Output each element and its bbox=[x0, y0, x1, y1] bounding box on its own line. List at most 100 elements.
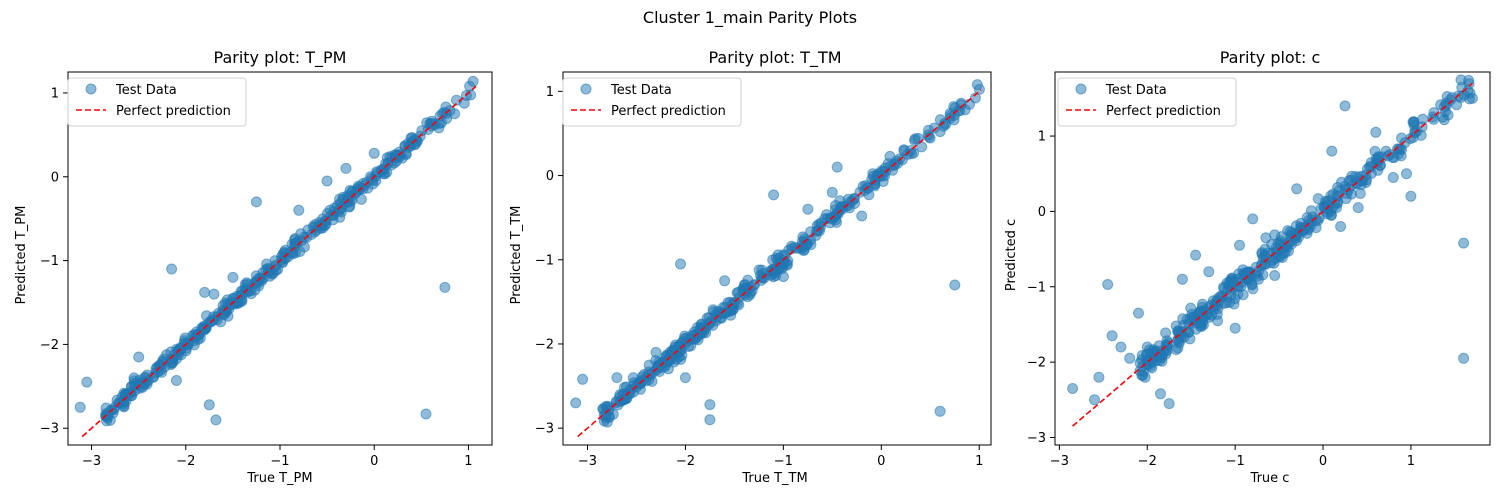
y-tick-label: 0 bbox=[546, 169, 554, 184]
data-point bbox=[599, 409, 611, 421]
data-point bbox=[1372, 152, 1384, 164]
data-point bbox=[1173, 335, 1185, 347]
data-point bbox=[1438, 114, 1450, 126]
data-point bbox=[1305, 205, 1317, 217]
data-point-outlier bbox=[81, 376, 93, 388]
data-point-outlier bbox=[1115, 341, 1127, 353]
x-tick-label: −3 bbox=[578, 454, 597, 469]
data-point-outlier bbox=[439, 281, 451, 293]
x-tick-label: −2 bbox=[176, 454, 195, 469]
y-tick-label: −2 bbox=[1027, 356, 1046, 371]
data-point bbox=[948, 101, 960, 113]
legend-label-test-data: Test Data bbox=[610, 83, 672, 98]
data-point-outlier bbox=[210, 414, 222, 426]
data-point bbox=[1409, 125, 1421, 137]
data-point-outlier bbox=[949, 279, 961, 291]
data-point-outlier bbox=[802, 203, 814, 215]
data-point-outlier bbox=[227, 271, 239, 283]
data-point-outlier bbox=[1203, 266, 1215, 278]
data-point-outlier bbox=[293, 204, 305, 216]
legend: Test Data Perfect prediction bbox=[67, 77, 247, 127]
data-point-outlier bbox=[719, 275, 731, 287]
data-point bbox=[357, 178, 369, 189]
data-point bbox=[434, 110, 446, 122]
data-point-outlier bbox=[340, 162, 352, 174]
data-point-outlier bbox=[199, 286, 211, 298]
perfect-prediction-line bbox=[577, 89, 982, 438]
data-point-outlier bbox=[611, 372, 623, 384]
data-point bbox=[198, 324, 210, 336]
data-point-outlier bbox=[1247, 213, 1259, 225]
data-point-outlier bbox=[1093, 371, 1105, 383]
data-point-outlier bbox=[1190, 249, 1202, 261]
data-point-outlier bbox=[1466, 92, 1478, 104]
x-tick-label: −3 bbox=[1050, 454, 1069, 469]
data-point-outlier bbox=[208, 288, 220, 300]
data-point-outlier bbox=[1339, 100, 1351, 112]
data-point-outlier bbox=[1141, 341, 1153, 353]
data-point-outlier bbox=[1229, 322, 1241, 334]
plot-area: −3 −2 −1 0 1 −3 −2 −1 0 1 bbox=[1027, 71, 1491, 469]
data-point bbox=[1253, 273, 1264, 285]
data-point-outlier bbox=[650, 346, 662, 358]
y-axis-label: Predicted c bbox=[1004, 219, 1019, 291]
x-axis-label: True c bbox=[1250, 471, 1290, 486]
data-point-outlier bbox=[1234, 239, 1245, 251]
y-tick-label: 0 bbox=[1038, 205, 1046, 220]
data-point bbox=[1141, 355, 1153, 367]
y-tick-label: −2 bbox=[40, 338, 59, 353]
panel-t-tm: Parity plot: T_TM True T_TM Predicted T_… bbox=[509, 48, 992, 486]
x-tick-label: −1 bbox=[774, 454, 793, 469]
y-tick-label: 1 bbox=[546, 85, 554, 100]
y-tick-label: −3 bbox=[40, 422, 59, 437]
data-point bbox=[1190, 323, 1202, 335]
data-point bbox=[1136, 369, 1148, 381]
y-tick-label: −3 bbox=[1027, 431, 1046, 446]
legend-label-test-data: Test Data bbox=[115, 83, 177, 98]
data-point bbox=[1218, 283, 1230, 294]
data-point-outlier bbox=[1155, 388, 1166, 400]
data-point-outlier bbox=[1124, 352, 1136, 364]
panel-title: Parity plot: c bbox=[1220, 48, 1321, 67]
data-point-outlier bbox=[128, 372, 140, 384]
data-point bbox=[1408, 116, 1420, 128]
data-point-outlier bbox=[203, 399, 215, 411]
data-point bbox=[707, 304, 719, 316]
data-point-outlier bbox=[368, 147, 380, 159]
data-point-outlier bbox=[826, 186, 838, 198]
data-point bbox=[1276, 231, 1287, 243]
data-point-outlier bbox=[166, 263, 178, 275]
data-point-outlier bbox=[1458, 237, 1470, 249]
figure-suptitle: Cluster 1_main Parity Plots bbox=[643, 8, 857, 28]
data-point-outlier bbox=[1163, 398, 1175, 410]
x-tick-label: −1 bbox=[270, 454, 289, 469]
data-point bbox=[842, 193, 854, 205]
legend-scatter-marker bbox=[1075, 83, 1087, 95]
data-point-outlier bbox=[1370, 126, 1382, 138]
legend-box bbox=[1057, 77, 1237, 127]
x-tick-label: −2 bbox=[676, 454, 695, 469]
data-point-outlier bbox=[1102, 279, 1114, 290]
data-point bbox=[1279, 247, 1291, 259]
data-point-outlier bbox=[1405, 190, 1417, 202]
panel-title: Parity plot: T_PM bbox=[214, 48, 347, 68]
data-point-outlier bbox=[250, 196, 262, 208]
legend-label-perfect-prediction: Perfect prediction bbox=[1106, 104, 1221, 119]
y-tick-label: −1 bbox=[40, 254, 59, 269]
data-point-outlier bbox=[74, 401, 86, 413]
data-point-outlier bbox=[170, 375, 182, 386]
data-point-outlier bbox=[1335, 221, 1347, 232]
data-point bbox=[269, 255, 281, 267]
data-point bbox=[1205, 299, 1217, 311]
data-point bbox=[1325, 209, 1337, 221]
data-point bbox=[1235, 280, 1247, 292]
legend-box bbox=[67, 77, 247, 127]
legend-scatter-marker bbox=[580, 83, 592, 95]
data-point-outlier bbox=[738, 279, 750, 291]
data-point bbox=[1237, 270, 1249, 282]
data-point-outlier bbox=[321, 175, 333, 187]
data-point-outlier bbox=[704, 414, 716, 426]
data-point bbox=[719, 307, 731, 319]
data-point bbox=[1332, 190, 1344, 202]
